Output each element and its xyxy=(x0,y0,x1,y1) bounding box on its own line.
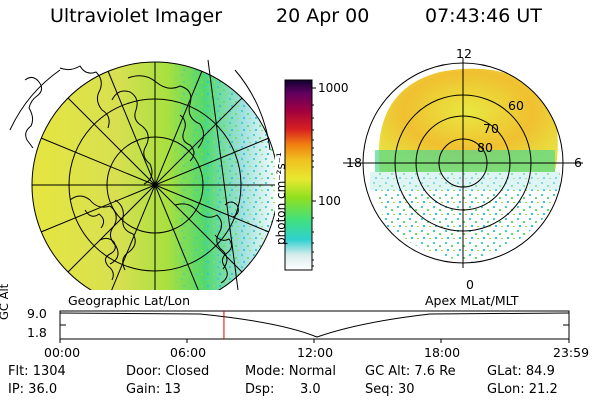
geographic-caption: Geographic Lat/Lon xyxy=(68,293,190,308)
lat-label-60: 60 xyxy=(508,98,524,113)
dsp-label: Dsp: xyxy=(245,382,275,397)
lat-label-70: 70 xyxy=(483,121,499,136)
mlt-label-18: 18 xyxy=(346,155,362,170)
mlt-label-12: 12 xyxy=(456,46,472,61)
mode-value: Mode: Normal xyxy=(245,364,336,379)
apex-caption: Apex MLat/MLT xyxy=(425,293,519,308)
colorbar-tick-100: 100 xyxy=(318,194,341,208)
geographic-latitude: GLat: 84.9 xyxy=(487,364,555,379)
timeline-ytick-bottom: 1.8 xyxy=(27,325,47,340)
gain-value: Gain: 13 xyxy=(126,382,181,397)
door-status: Door: Closed xyxy=(126,364,210,379)
timeline-xtick-1: 06:00 xyxy=(170,345,207,360)
geographic-map xyxy=(9,59,275,290)
timeline-ylabel: GC Alt xyxy=(0,283,11,320)
lat-label-80: 80 xyxy=(477,140,493,155)
polar-map xyxy=(343,58,583,268)
flight-number: Flt: 1304 xyxy=(8,364,66,379)
color-scale-bar xyxy=(284,79,313,271)
date-label: 20 Apr 00 xyxy=(276,5,370,27)
timeline-ytick-top: 9.0 xyxy=(27,306,47,321)
time-label: 07:43:46 UT xyxy=(425,5,542,27)
timeline-xtick-4: 23:59 xyxy=(553,345,590,360)
mlt-label-6: 6 xyxy=(574,155,582,170)
altitude-curve xyxy=(59,312,570,338)
ip-value: IP: 36.0 xyxy=(8,382,58,397)
altitude-timeline xyxy=(59,310,570,343)
sequence-number: Seq: 30 xyxy=(365,382,415,397)
colorbar-tick-1000: 1000 xyxy=(318,81,349,95)
gc-altitude: GC Alt: 7.6 Re xyxy=(365,364,456,379)
timeline-xtick-3: 18:00 xyxy=(424,345,461,360)
timeline-xtick-0: 00:00 xyxy=(44,345,81,360)
geographic-longitude: GLon: 21.2 xyxy=(487,382,558,397)
mlt-label-0: 0 xyxy=(466,277,474,292)
dsp-value: 3.0 xyxy=(300,382,321,397)
timeline-xtick-2: 12:00 xyxy=(297,345,334,360)
colorbar-unit-label: photon cm⁻²s⁻¹ xyxy=(274,152,288,245)
instrument-title: Ultraviolet Imager xyxy=(50,5,223,27)
